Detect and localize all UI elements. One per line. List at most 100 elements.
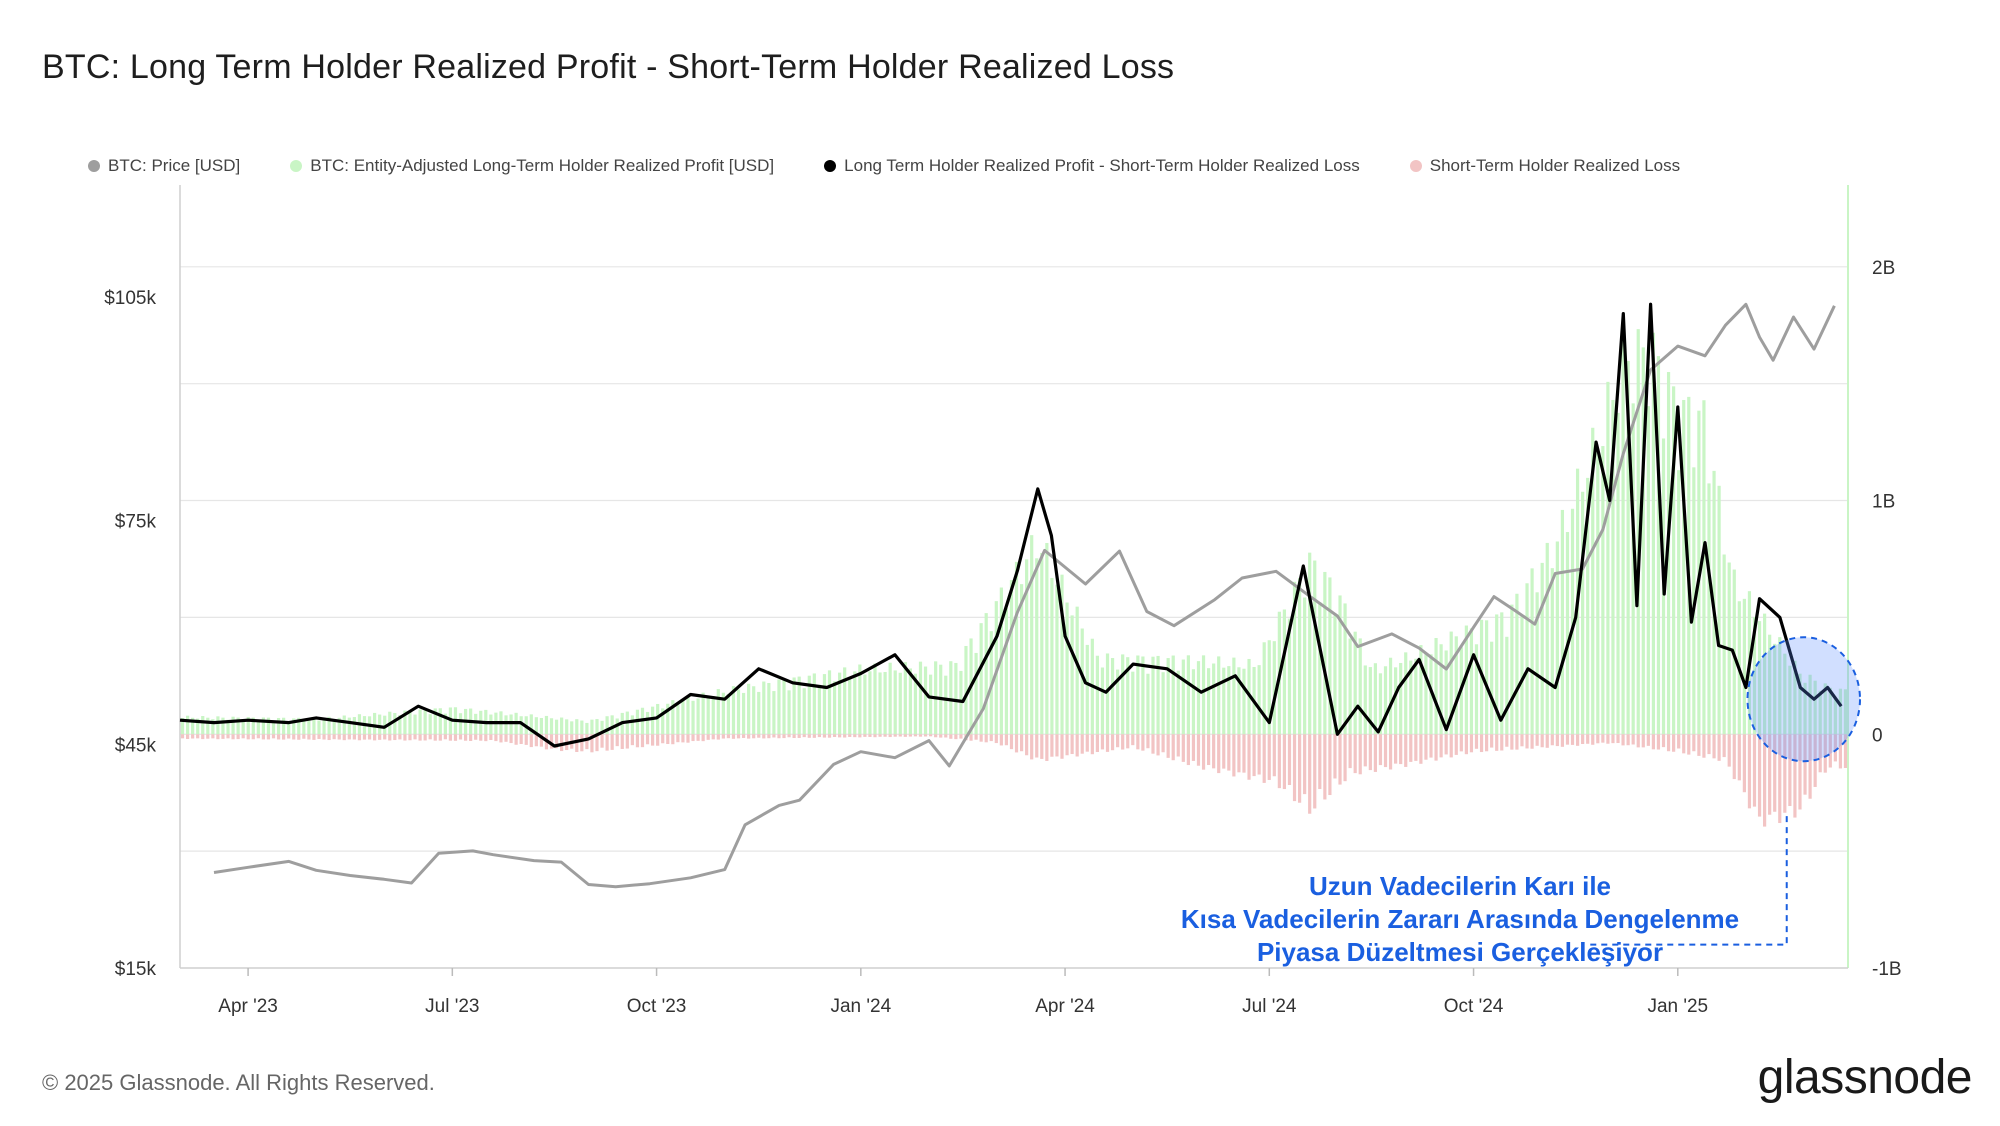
sth-loss-bar: [1237, 734, 1241, 773]
lth-profit-bar: [893, 670, 897, 735]
sth-loss-bar: [863, 734, 867, 737]
annotation-line: Uzun Vadecilerin Karı ile: [1309, 871, 1611, 901]
lth-profit-bar: [297, 717, 301, 735]
sth-loss-bar: [1166, 734, 1170, 758]
sth-loss-bar: [231, 734, 235, 740]
sth-loss-bar: [1661, 734, 1666, 748]
sth-loss-bar: [236, 734, 240, 740]
lth-profit-bar: [787, 690, 791, 735]
sth-loss-bar: [1292, 734, 1297, 802]
lth-profit-bar: [807, 675, 811, 735]
sth-loss-bar: [1575, 734, 1580, 746]
lth-profit-bar: [433, 708, 437, 735]
sth-loss-bar: [1783, 734, 1787, 813]
sth-loss-bar: [266, 734, 271, 740]
sth-loss-bar: [1313, 734, 1317, 809]
lth-profit-bar: [1560, 509, 1565, 735]
sth-loss-bar: [1151, 734, 1155, 754]
sth-loss-bar: [1747, 734, 1752, 809]
lth-profit-bar: [1570, 508, 1575, 735]
sth-loss-bar: [373, 734, 377, 741]
sth-loss-bar: [1257, 734, 1261, 775]
sth-loss-bar: [1818, 734, 1822, 773]
lth-profit-bar: [1656, 356, 1661, 735]
sth-loss-bar: [1282, 734, 1287, 790]
sth-loss-bar: [302, 734, 306, 739]
sth-loss-bar: [939, 734, 943, 738]
sth-loss-bar: [1075, 734, 1079, 757]
lth-profit-bar: [701, 692, 705, 735]
lth-profit-bar: [489, 714, 493, 735]
legend-item-net-line[interactable]: Long Term Holder Realized Profit - Short…: [824, 156, 1360, 176]
sth-loss-bar: [1156, 734, 1160, 756]
sth-loss-bar: [1712, 734, 1716, 759]
sth-loss-bar: [752, 734, 756, 739]
sth-loss-bar: [1459, 734, 1463, 752]
sth-loss-bar: [666, 734, 670, 744]
lth-profit-bar: [630, 715, 634, 735]
legend-item-lth-profit[interactable]: BTC: Entity-Adjusted Long-Term Holder Re…: [290, 156, 774, 176]
sth-loss-bar: [1707, 734, 1711, 755]
lth-profit-bar: [610, 715, 614, 735]
net-lth-sth-line: [179, 302, 1843, 748]
sth-loss-bar: [1500, 734, 1504, 751]
lth-profit-bar: [352, 717, 356, 735]
lth-profit-bar: [923, 666, 928, 735]
sth-loss-bar: [767, 734, 771, 739]
sth-loss-bar: [332, 734, 336, 740]
sth-loss-bar: [504, 734, 508, 742]
lth-profit-bar: [726, 694, 731, 735]
sth-loss-bar: [1181, 734, 1185, 762]
lth-profit-bar: [1292, 581, 1297, 735]
sth-loss-bar: [443, 734, 447, 740]
sth-loss-bar: [1803, 734, 1807, 795]
lth-profit-bar: [681, 701, 685, 735]
sth-loss-bar: [974, 734, 978, 740]
lth-profit-bar: [868, 671, 872, 735]
lth-profit-bar: [686, 696, 690, 735]
lth-profit-bar: [1358, 638, 1362, 735]
lth-profit-bar: [1626, 361, 1630, 735]
sth-loss-bar: [1641, 734, 1645, 748]
lth-profit-bar: [903, 662, 907, 735]
lth-profit-bar: [1434, 638, 1438, 735]
sth-loss-bar: [1429, 734, 1433, 758]
annotation-line: Kısa Vadecilerin Zararı Arasında Dengele…: [1181, 904, 1739, 934]
lth-profit-bar: [600, 720, 604, 735]
lth-profit-bar: [1464, 625, 1468, 735]
sth-loss-bar: [1095, 734, 1099, 753]
lth-profit-bar: [696, 698, 700, 735]
sth-loss-bar: [1070, 734, 1074, 755]
sth-loss-bar: [1581, 734, 1585, 744]
legend-item-sth-loss[interactable]: Short-Term Holder Realized Loss: [1409, 156, 1680, 176]
sth-loss-bar: [1752, 734, 1757, 807]
lth-profit-bar: [1060, 574, 1064, 735]
legend-item-price[interactable]: BTC: Price [USD]: [88, 156, 240, 176]
sth-loss-bar: [1495, 734, 1499, 751]
lth-profit-bar: [236, 717, 240, 735]
sth-loss-bar: [817, 734, 821, 738]
lth-profit-bar: [1510, 604, 1514, 735]
lth-profit-bar: [1328, 577, 1332, 735]
sth-loss-bar: [1277, 734, 1281, 789]
sth-loss-bar: [1414, 734, 1418, 761]
sth-loss-bar: [994, 734, 998, 744]
sth-loss-bar: [676, 734, 680, 743]
lth-profit-bar: [1338, 595, 1342, 735]
sth-loss-bar: [1373, 734, 1377, 772]
lth-profit-bar: [964, 645, 968, 735]
sth-loss-bar: [858, 734, 862, 738]
sth-loss-bar: [1388, 734, 1393, 770]
sth-loss-bar: [347, 734, 351, 740]
sth-loss-bar: [1555, 734, 1559, 747]
sth-loss-bar: [1793, 734, 1797, 818]
lth-profit-bar: [1454, 636, 1458, 735]
y-right-tick-label: 1B: [1872, 492, 1895, 513]
lth-profit-bar: [1409, 660, 1413, 735]
sth-loss-bar: [600, 734, 604, 748]
sth-loss-bar: [1510, 734, 1514, 750]
lth-profit-bar: [1065, 602, 1069, 735]
sth-loss-bar: [241, 734, 245, 739]
sth-loss-bar: [307, 734, 311, 740]
lth-profit-bar: [1313, 560, 1317, 735]
